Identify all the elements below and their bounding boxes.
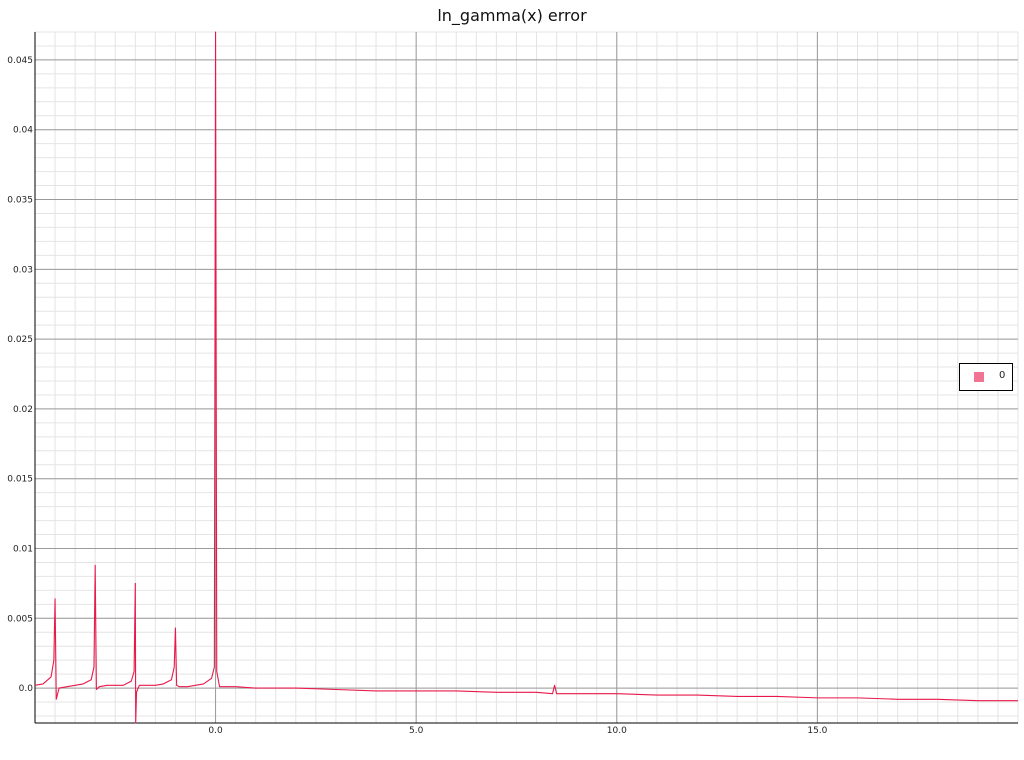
y-tick-label: 0.025 (7, 335, 33, 345)
tick-labels: 0.0 5.0 10.0 15.0 0.0 0.005 0.01 0.015 0.02 0.025… (7, 56, 827, 736)
y-tick-label: 0.02 (13, 405, 33, 415)
minor-gridlines (34, 31, 1019, 723)
axes (34, 32, 1018, 724)
chart-title: ln_gamma(x) error (437, 6, 587, 25)
y-tick-label: 0.0 (19, 684, 34, 694)
x-tick-label: 0.0 (208, 726, 223, 736)
y-tick-label: 0.005 (7, 614, 33, 624)
y-tick-label: 0.045 (7, 56, 33, 66)
x-tick-label: 15.0 (807, 726, 827, 736)
series-lines (34, 31, 1018, 724)
y-tick-label: 0.04 (13, 126, 33, 136)
legend-label-0: 0 (999, 370, 1006, 381)
x-tick-label: 5.0 (409, 726, 424, 736)
y-tick-label: 0.01 (13, 545, 33, 555)
y-tick-label: 0.03 (13, 265, 33, 275)
legend: 0 (959, 363, 1013, 391)
y-tick-label: 0.035 (7, 196, 33, 206)
y-tick-label: 0.015 (7, 475, 33, 485)
legend-swatch (974, 372, 984, 382)
x-tick-label: 10.0 (607, 726, 627, 736)
series-line-0 (34, 31, 1018, 724)
major-gridlines (35, 32, 1018, 723)
